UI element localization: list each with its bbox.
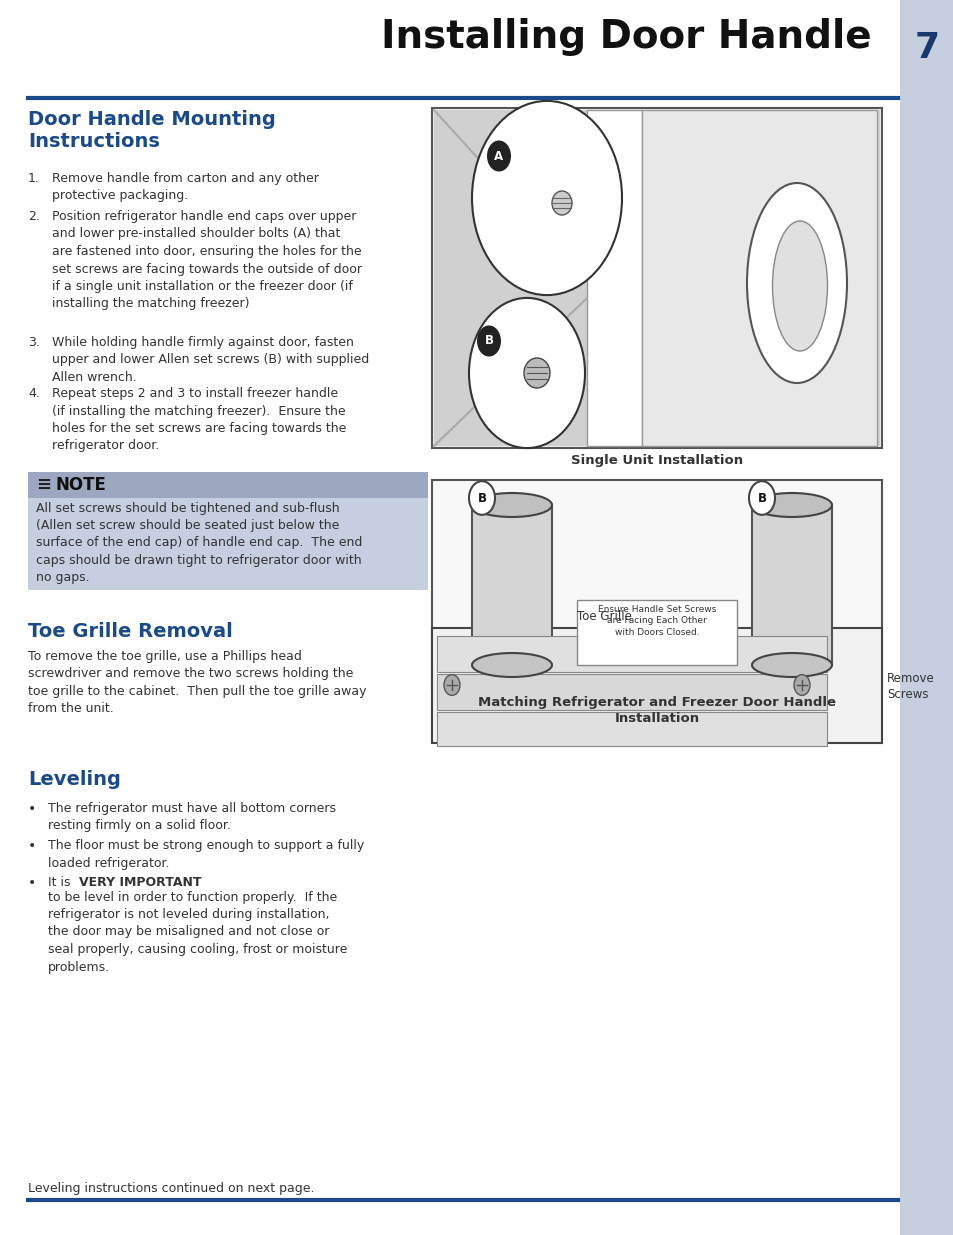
- Text: To remove the toe grille, use a Phillips head
screwdriver and remove the two scr: To remove the toe grille, use a Phillips…: [28, 650, 366, 715]
- Text: Ensure Handle Set Screws
are Facing Each Other
with Doors Closed.: Ensure Handle Set Screws are Facing Each…: [598, 605, 716, 637]
- Text: VERY IMPORTANT: VERY IMPORTANT: [78, 876, 201, 889]
- Text: It is: It is: [48, 876, 74, 889]
- Text: Toe Grille Removal: Toe Grille Removal: [28, 622, 233, 641]
- Text: Remove
Screws: Remove Screws: [886, 672, 934, 700]
- Text: •: •: [28, 839, 36, 853]
- Text: 7: 7: [914, 31, 939, 65]
- Text: All set screws should be tightened and sub-flush
(Allen set screw should be seat: All set screws should be tightened and s…: [36, 501, 362, 584]
- Text: Remove handle from carton and any other
protective packaging.: Remove handle from carton and any other …: [52, 172, 318, 203]
- Text: The refrigerator must have all bottom corners
resting firmly on a solid floor.: The refrigerator must have all bottom co…: [48, 802, 335, 832]
- Text: B: B: [484, 335, 493, 347]
- Text: •: •: [28, 802, 36, 816]
- Text: Door Handle Mounting
Instructions: Door Handle Mounting Instructions: [28, 110, 275, 151]
- Text: to be level in order to function properly.  If the
refrigerator is not leveled d: to be level in order to function properl…: [48, 890, 347, 973]
- Text: The floor must be strong enough to support a fully
loaded refrigerator.: The floor must be strong enough to suppo…: [48, 839, 364, 869]
- Text: Leveling instructions continued on next page.: Leveling instructions continued on next …: [28, 1182, 314, 1195]
- Text: 4.: 4.: [28, 387, 40, 400]
- Text: A: A: [494, 149, 503, 163]
- Text: B: B: [477, 492, 486, 505]
- Text: ≡: ≡: [36, 475, 51, 494]
- Text: While holding handle firmly against door, fasten
upper and lower Allen set screw: While holding handle firmly against door…: [52, 336, 369, 384]
- Text: Single Unit Installation: Single Unit Installation: [570, 454, 742, 467]
- Text: Matching Refrigerator and Freezer Door Handle
Installation: Matching Refrigerator and Freezer Door H…: [477, 697, 835, 725]
- Text: Repeat steps 2 and 3 to install freezer handle
(if installing the matching freez: Repeat steps 2 and 3 to install freezer …: [52, 387, 346, 452]
- Text: Leveling: Leveling: [28, 769, 121, 789]
- Text: •: •: [28, 876, 36, 890]
- Text: Installing Door Handle: Installing Door Handle: [381, 19, 871, 56]
- Text: Position refrigerator handle end caps over upper
and lower pre-installed shoulde: Position refrigerator handle end caps ov…: [52, 210, 361, 310]
- Text: 3.: 3.: [28, 336, 40, 350]
- Text: 1.: 1.: [28, 172, 40, 185]
- Text: B: B: [757, 492, 765, 505]
- Text: NOTE: NOTE: [56, 475, 107, 494]
- Text: Toe Grille: Toe Grille: [577, 610, 631, 622]
- Text: 2.: 2.: [28, 210, 40, 224]
